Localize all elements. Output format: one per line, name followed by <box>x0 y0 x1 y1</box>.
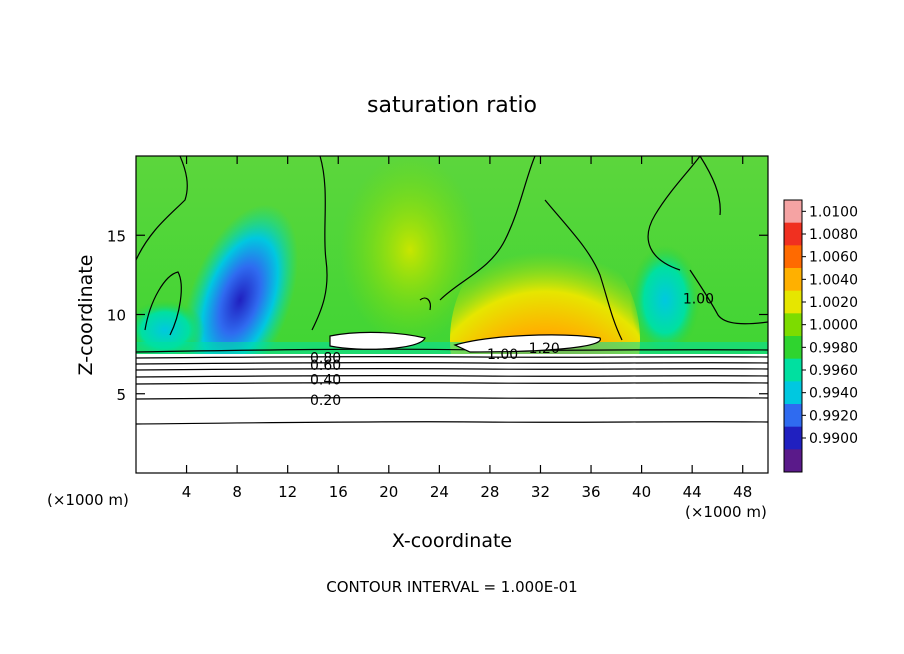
colorbar-swatch <box>784 381 802 405</box>
colorbar-swatch <box>784 222 802 246</box>
contour-line <box>136 421 768 425</box>
contour-line <box>136 381 768 385</box>
colorbar-label: 0.9960 <box>809 363 858 379</box>
x-tick-label: 12 <box>278 483 297 501</box>
contour-lines <box>136 156 768 425</box>
colorbar-swatch <box>784 268 802 292</box>
contour-line <box>136 361 768 365</box>
cyan-region-right <box>630 245 700 355</box>
x-tick-label: 36 <box>581 483 600 501</box>
x-tick-label: 48 <box>733 483 752 501</box>
contour-label: 0.80 <box>310 350 341 366</box>
contour-line <box>439 156 536 301</box>
x-unit-label-right: (×1000 m) <box>685 503 767 521</box>
colorbar-swatch <box>784 290 802 314</box>
colorbar-label: 0.9900 <box>809 431 858 447</box>
chart-title: saturation ratio <box>367 93 537 118</box>
x-tick-label: 44 <box>683 483 702 501</box>
contour-label: 0.20 <box>310 393 341 409</box>
contour-line <box>136 156 188 261</box>
colorbar-label: 1.0000 <box>809 318 858 334</box>
contour-line <box>136 396 768 400</box>
y-axis-label: Z-coordinate <box>75 255 97 376</box>
y-tick-label: 5 <box>116 386 126 404</box>
plot-area: 0.20 0.400.600.80 1.00 1.20 1.00 <box>136 156 768 473</box>
colorbar-label: 1.0080 <box>809 227 858 243</box>
contour-line <box>144 271 182 336</box>
y-tick-label: 10 <box>107 307 126 325</box>
x-unit-label-left: (×1000 m) <box>47 491 129 509</box>
contour-line <box>544 199 623 341</box>
contour-interval-note: CONTOUR INTERVAL = 1.000E-01 <box>326 578 577 596</box>
colorbar-frame <box>783 199 803 473</box>
y-tick-label: 15 <box>107 227 126 245</box>
x-axis-label: X-coordinate <box>392 530 512 552</box>
contour-line <box>311 156 328 331</box>
x-tick-label: 24 <box>430 483 449 501</box>
contour-line <box>689 269 768 325</box>
contour-line <box>699 156 721 216</box>
colorbar-label: 0.9980 <box>809 340 858 356</box>
contour-line <box>136 367 768 371</box>
colorbar-swatch <box>784 426 802 450</box>
x-tick-label: 16 <box>329 483 348 501</box>
colorbar-label: 1.0060 <box>809 250 858 266</box>
moist-band-region <box>340 156 480 345</box>
colorbar-label: 0.9940 <box>809 386 858 402</box>
contour-label: 1.00 <box>487 347 518 363</box>
colorbar-swatch <box>784 336 802 360</box>
colorbar-swatch <box>784 245 802 269</box>
contour-line <box>136 355 768 359</box>
colorbar-swatch <box>784 404 802 428</box>
colorbar: 1.0100 1.0080 1.0060 1.0040 1.0020 1.0000 0.99… <box>783 199 858 473</box>
colorbar-swatch <box>784 358 802 382</box>
x-tick-label: 32 <box>531 483 550 501</box>
contour-labels: 0.20 0.400.600.80 1.00 1.20 1.00 <box>310 292 714 409</box>
contour-line <box>419 297 431 311</box>
subsaturated-layer <box>136 354 768 473</box>
contour-line <box>329 331 426 350</box>
y-axis: 5 10 15 <box>107 227 768 404</box>
x-tick-label: 40 <box>632 483 651 501</box>
x-tick-label: 8 <box>232 483 242 501</box>
colorbar-swatch <box>784 313 802 337</box>
colorbar-label: 1.0100 <box>809 204 858 220</box>
cyan-strip <box>136 342 768 354</box>
x-axis: 4 8 12 16 20 24 28 32 36 40 44 48 <box>182 156 752 501</box>
x-tick-label: 4 <box>182 483 192 501</box>
contour-line <box>453 334 601 353</box>
colorbar-swatch <box>784 200 802 224</box>
contour-label: 0.40 <box>310 372 341 388</box>
contour-label: 0.60 <box>310 358 341 374</box>
contour-label: 1.00 <box>683 292 714 308</box>
colorbar-label: 1.0020 <box>809 295 858 311</box>
colorbar-label: 1.0040 <box>809 272 858 288</box>
contour-line <box>647 156 701 271</box>
x-tick-label: 20 <box>379 483 398 501</box>
x-tick-label: 28 <box>480 483 499 501</box>
contour-label: 1.20 <box>529 341 560 357</box>
contour-line <box>136 374 768 378</box>
colorbar-swatch <box>784 449 802 473</box>
colorbar-label: 0.9920 <box>809 408 858 424</box>
